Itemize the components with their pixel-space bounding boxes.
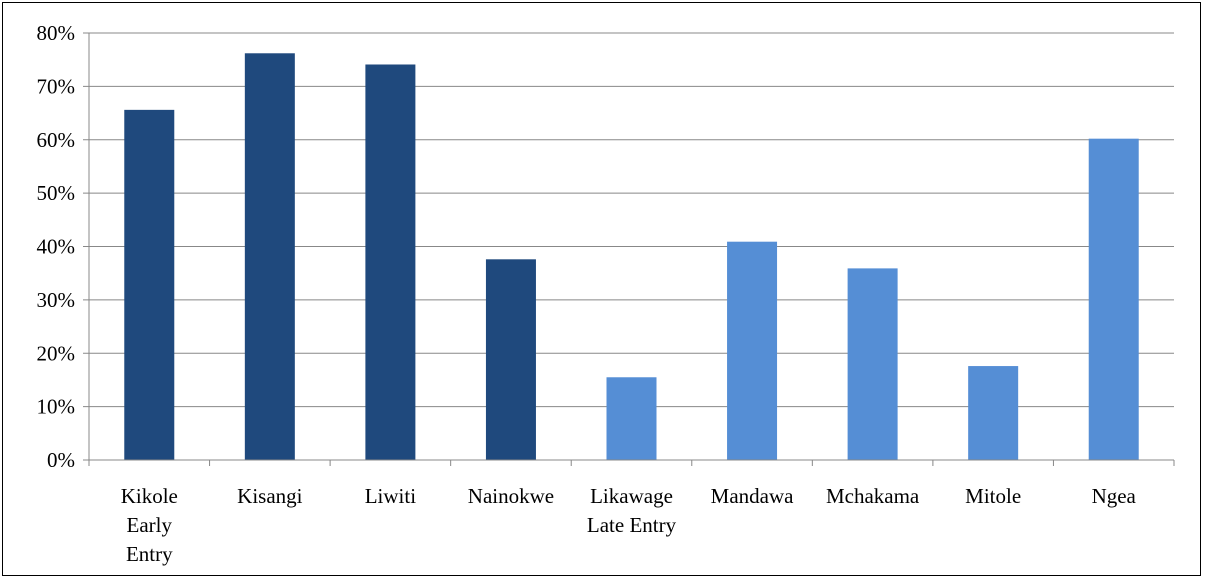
bar	[365, 64, 416, 461]
y-tick-labels: 0% 10% 20% 30% 40% 50% 60% 70% 80%	[37, 21, 76, 472]
y-tick-label: 0%	[47, 448, 75, 472]
bar	[124, 109, 175, 461]
x-tick-label: Likawage Late Entry	[587, 484, 677, 537]
x-tick-label: Mitole	[965, 484, 1021, 508]
x-tick-labels: Kikole Early Entry Kisangi Liwiti Nainokwe Lik…	[121, 484, 1137, 566]
x-tick-label: Kikole Early Entry	[121, 484, 178, 566]
x-tick-label: Kisangi	[237, 484, 302, 508]
bar	[244, 53, 295, 460]
x-tick-label-line: Likawage	[590, 484, 673, 508]
x-tick-label: Nainokwe	[468, 484, 554, 508]
x-tick-label-line: Entry	[126, 542, 173, 566]
x-tick-label-line: Ngea	[1092, 484, 1137, 508]
x-tick-label: Mchakama	[826, 484, 920, 508]
y-tick-label: 60%	[37, 128, 76, 152]
x-tick-label-line: Liwiti	[365, 484, 416, 508]
y-tick-label: 20%	[37, 341, 76, 365]
x-tick-label-line: Kikole	[121, 484, 178, 508]
y-tick-label: 50%	[37, 181, 76, 205]
bar	[606, 377, 657, 460]
x-tick-label-line: Late Entry	[587, 513, 677, 537]
y-tick-label: 10%	[37, 395, 76, 419]
x-tick-label-line: Mandawa	[711, 484, 794, 508]
x-tick-label-line: Mitole	[965, 484, 1021, 508]
x-tick-label-line: Kisangi	[237, 484, 302, 508]
x-tick-label: Liwiti	[365, 484, 416, 508]
bar	[727, 241, 778, 460]
bar	[847, 268, 898, 460]
bars	[124, 53, 1139, 461]
y-tick-label: 80%	[37, 21, 76, 45]
bar	[1088, 138, 1139, 460]
x-tick-label-line: Early	[127, 513, 173, 537]
bar	[968, 366, 1019, 460]
y-tick-label: 30%	[37, 288, 76, 312]
y-tick-label: 70%	[37, 74, 76, 98]
x-tick-label: Ngea	[1092, 484, 1137, 508]
x-tick-label-line: Mchakama	[826, 484, 920, 508]
x-tick-label-line: Nainokwe	[468, 484, 554, 508]
bar	[485, 259, 536, 460]
y-tick-label: 40%	[37, 235, 76, 259]
axes	[83, 32, 1175, 466]
x-tick-label: Mandawa	[711, 484, 794, 508]
